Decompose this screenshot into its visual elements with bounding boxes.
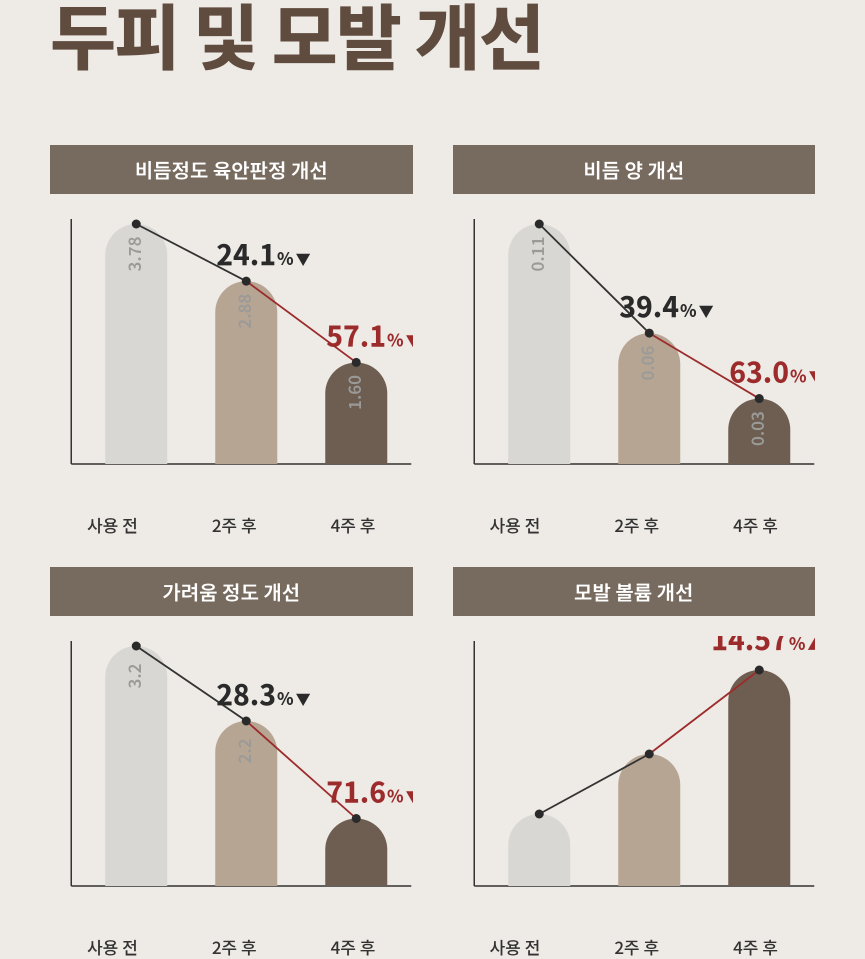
- trend-marker: [754, 394, 763, 403]
- percent-change-label: 14.57%▲: [711, 636, 815, 659]
- x-axis-label: 4주 후: [331, 934, 376, 959]
- x-axis-label: 2주 후: [614, 934, 659, 959]
- trend-marker: [132, 642, 141, 651]
- x-axis-labels: 사용 전 2주 후 4주 후: [50, 926, 413, 959]
- trend-marker: [132, 220, 141, 229]
- trend-marker: [352, 358, 361, 367]
- trend-marker: [534, 220, 543, 229]
- x-axis-label: 2주 후: [212, 512, 257, 537]
- x-axis-label: 2주 후: [212, 934, 257, 959]
- trend-marker: [644, 329, 653, 338]
- panel-title: 비듬정도 육안판정 개선: [50, 145, 413, 194]
- panel-title: 모발 볼륨 개선: [453, 567, 816, 616]
- chart-panel: 비듬 양 개선 0.11 0.06 0.03 39.4%▼ 63.0%▼ 사용 전 2주 후 4…: [453, 145, 816, 537]
- percent-change-label: 71.6%▼: [326, 772, 412, 812]
- chart-area: 0.11 0.06 0.03 39.4%▼ 63.0%▼: [453, 214, 816, 504]
- bar: [325, 819, 387, 886]
- bar-value-label: 2.2: [231, 738, 256, 763]
- x-axis-label: 사용 전: [490, 512, 541, 537]
- trend-marker: [242, 277, 251, 286]
- x-axis-label: 4주 후: [331, 512, 376, 537]
- chart-area: 3.78 2.88 1.60 24.1%▼ 57.1%▼: [50, 214, 413, 504]
- trend-marker: [644, 750, 653, 759]
- chart-area: 14.57%▲: [453, 636, 816, 926]
- charts-grid: 비듬정도 육안판정 개선 3.78 2.88 1.60 24.1%▼ 57.1%▼ 사용 전…: [0, 85, 865, 959]
- x-axis-label: 사용 전: [87, 934, 138, 959]
- bar-value-label: 0.06: [633, 346, 658, 381]
- percent-change-label: 39.4%▼: [619, 286, 713, 326]
- chart-svg: 0.11 0.06 0.03 39.4%▼ 63.0%▼: [453, 214, 816, 504]
- chart-panel: 모발 볼륨 개선 14.57%▲ 사용 전 2주 후 4주 후: [453, 567, 816, 959]
- x-axis-labels: 사용 전 2주 후 4주 후: [453, 926, 816, 959]
- trend-marker: [534, 810, 543, 819]
- bar: [618, 754, 680, 886]
- percent-change-label: 63.0%▼: [729, 352, 815, 392]
- chart-panel: 비듬정도 육안판정 개선 3.78 2.88 1.60 24.1%▼ 57.1%▼ 사용 전…: [50, 145, 413, 537]
- x-axis-label: 사용 전: [490, 934, 541, 959]
- bar: [508, 814, 570, 886]
- bar-value-label: 0.11: [523, 237, 548, 272]
- page-title: 두피 및 모발 개선: [0, 0, 865, 85]
- x-axis-label: 4주 후: [733, 512, 778, 537]
- chart-svg: 3.2 2.2 28.3%▼ 71.6%▼: [50, 636, 413, 926]
- chart-svg: 14.57%▲: [453, 636, 816, 926]
- percent-change-label: 24.1%▼: [216, 234, 310, 274]
- bar-value-label: 1.60: [341, 375, 366, 410]
- bar-value-label: 3.2: [121, 663, 146, 688]
- x-axis-labels: 사용 전 2주 후 4주 후: [453, 504, 816, 537]
- x-axis-labels: 사용 전 2주 후 4주 후: [50, 504, 413, 537]
- chart-panel: 가려움 정도 개선 3.2 2.2 28.3%▼ 71.6%▼ 사용 전 2주 후 4주 후: [50, 567, 413, 959]
- bar-value-label: 2.88: [231, 294, 256, 329]
- chart-area: 3.2 2.2 28.3%▼ 71.6%▼: [50, 636, 413, 926]
- chart-svg: 3.78 2.88 1.60 24.1%▼ 57.1%▼: [50, 214, 413, 504]
- bar-value-label: 0.03: [743, 411, 768, 446]
- x-axis-label: 사용 전: [87, 512, 138, 537]
- percent-change-label: 28.3%▼: [216, 674, 310, 714]
- x-axis-label: 4주 후: [733, 934, 778, 959]
- trend-marker: [754, 666, 763, 675]
- bar-value-label: 3.78: [121, 236, 146, 271]
- trend-marker: [242, 717, 251, 726]
- percent-change-label: 57.1%▼: [326, 315, 412, 355]
- panel-title: 비듬 양 개선: [453, 145, 816, 194]
- x-axis-label: 2주 후: [614, 512, 659, 537]
- trend-marker: [352, 814, 361, 823]
- panel-title: 가려움 정도 개선: [50, 567, 413, 616]
- bar: [728, 670, 790, 886]
